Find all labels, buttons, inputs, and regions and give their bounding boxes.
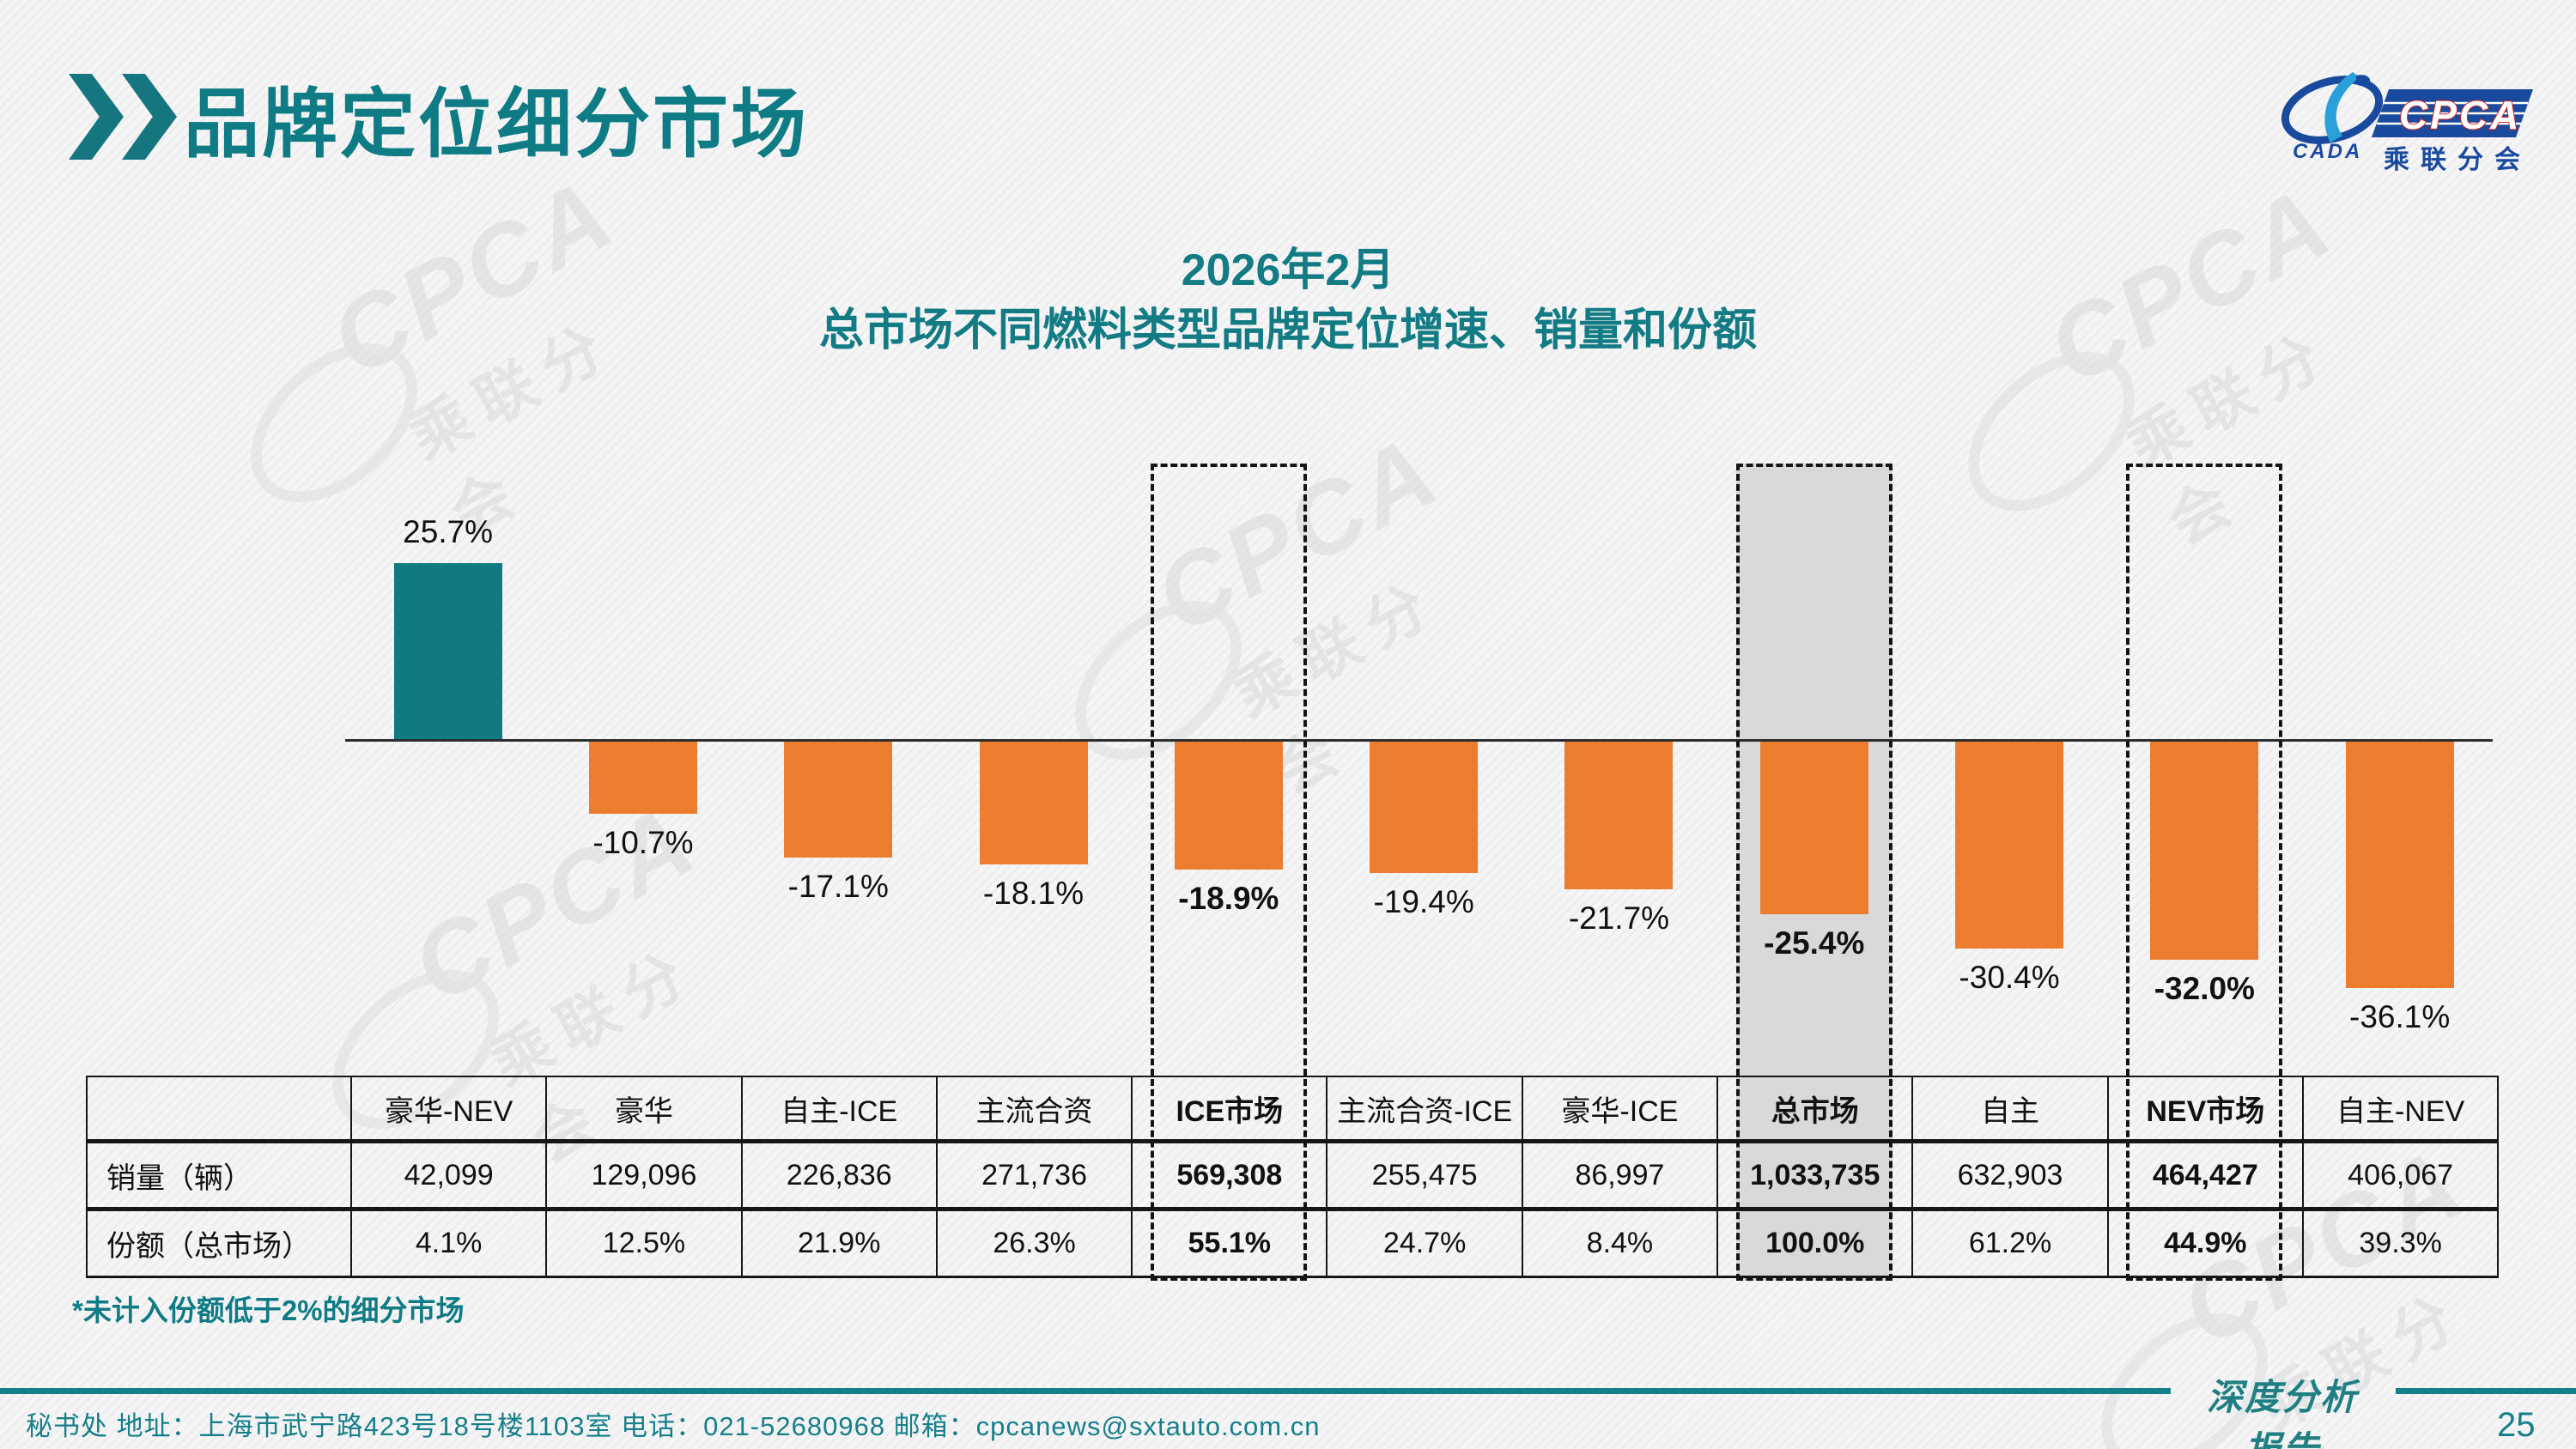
table-header-豪华-NEV: 豪华-NEV (349, 1076, 548, 1143)
table-cell-主流合资-r0: 271,736 (935, 1140, 1133, 1211)
footnote: *未计入份额低于2%的细分市场 (72, 1294, 465, 1326)
bar-value-label-总市场: -25.4% (1764, 925, 1865, 961)
cpca-logo-graphic: CADA CPCA 乘联分会 (2281, 72, 2533, 174)
logo-cn-text: 乘联分会 (2384, 146, 2531, 174)
table-header-主流合资-ICE: 主流合资-ICE (1326, 1076, 1523, 1143)
table-cell-主流合资-ICE-r1: 24.7% (1326, 1208, 1523, 1278)
chart-bar-自主-NEV (2345, 740, 2454, 988)
logo-cada-text: CADA (2293, 140, 2362, 163)
table-header-主流合资: 主流合资 (935, 1076, 1133, 1143)
chevron-right-icon (122, 74, 177, 160)
table-cell-总市场-r1: 100.0% (1716, 1208, 1914, 1278)
table-header-ICE市场: ICE市场 (1131, 1076, 1328, 1143)
bar-value-label-自主-ICE: -17.1% (787, 868, 889, 904)
x-axis-line (345, 739, 2493, 742)
bar-value-label-主流合资: -18.1% (982, 875, 1084, 911)
chart-bar-自主-ICE (784, 740, 893, 858)
table-header-豪华-ICE: 豪华-ICE (1521, 1076, 1719, 1143)
table-header-自主: 自主 (1911, 1076, 2109, 1143)
table-row-label: 销量（辆） (86, 1140, 352, 1211)
chart-bar-豪华-NEV (393, 563, 502, 740)
table-cell-ICE市场-r0: 569,308 (1131, 1140, 1328, 1211)
footer-contact-info: 秘书处 地址：上海市武宁路423号18号楼1103室 电话：021-526809… (26, 1411, 1321, 1441)
table-header-自主-NEV: 自主-NEV (2301, 1076, 2500, 1143)
chart-bar-豪华-ICE (1564, 740, 1674, 889)
watermark-cpca-text: CPCA (1137, 414, 1457, 656)
table-cell-NEV市场-r1: 44.9% (2106, 1208, 2304, 1278)
bar-value-label-自主: -30.4% (1959, 960, 2060, 996)
chart-bar-总市场 (1759, 740, 1868, 915)
cpca-logo: CADA CPCA 乘联分会 (2274, 67, 2540, 183)
table-header-NEV市场: NEV市场 (2106, 1076, 2304, 1143)
table-cell-自主-r0: 632,903 (1911, 1140, 2109, 1211)
table-cell-自主-ICE-r1: 21.9% (740, 1208, 938, 1278)
bar-value-label-豪华-ICE: -21.7% (1568, 900, 1670, 936)
bar-value-label-NEV市场: -32.0% (2154, 971, 2255, 1006)
chart-title-line1: 2026年2月 (1181, 246, 1395, 295)
table-header-总市场: 总市场 (1716, 1076, 1914, 1143)
logo-cpca-text: CPCA (2399, 93, 2521, 137)
bar-value-label-豪华-NEV: 25.7% (403, 514, 494, 550)
table-header-自主-ICE: 自主-ICE (740, 1076, 938, 1143)
table-cell-豪华-ICE-r0: 86,997 (1521, 1140, 1719, 1211)
chart-bar-自主 (1955, 740, 2064, 949)
table-row-label: 份额（总市场） (86, 1208, 352, 1278)
bar-value-label-自主-NEV: -36.1% (2349, 998, 2451, 1034)
chart-bar-主流合资-ICE (1370, 740, 1479, 874)
chart-bar-ICE市场 (1174, 740, 1283, 870)
table-cell-豪华-NEV-r0: 42,099 (349, 1140, 548, 1211)
report-name: 深度分析报告 (2206, 1379, 2358, 1449)
page-number: 25 (2497, 1406, 2536, 1444)
watermark-cpca-text: CPCA (394, 783, 714, 1025)
segment-data-table: 豪华-NEV 豪华 自主-ICE 主流合资 ICE市场 主流合资-ICE 豪华-ICE 总市场… (86, 1076, 2500, 1278)
bar-value-label-豪华: -10.7% (592, 824, 694, 860)
footer-divider-line (0, 1388, 2171, 1394)
table-row: 销量（辆） 42,099 129,096 226,836 271,736 569,308 2… (86, 1140, 2500, 1211)
table-cell-自主-NEV-r0: 406,067 (2301, 1140, 2500, 1211)
table-row: 份额（总市场） 4.1% 12.5% 21.9% 26.3% 55.1% 24.7% 8.4%… (86, 1208, 2500, 1278)
table-cell-豪华-r0: 129,096 (545, 1140, 743, 1211)
table-corner-cell (86, 1076, 352, 1143)
table-cell-自主-NEV-r1: 39.3% (2301, 1208, 2500, 1278)
chevron-right-icon (69, 74, 124, 160)
table-cell-豪华-NEV-r1: 4.1% (349, 1208, 548, 1278)
table-cell-豪华-ICE-r1: 8.4% (1521, 1208, 1719, 1278)
chart-bar-豪华 (588, 740, 697, 814)
footer-divider-line (2396, 1388, 2576, 1394)
table-cell-总市场-r0: 1,033,735 (1716, 1140, 1914, 1211)
table-cell-自主-ICE-r0: 226,836 (740, 1140, 938, 1211)
page-title: 品牌定位细分市场 (184, 82, 810, 167)
table-cell-自主-r1: 61.2% (1911, 1208, 2109, 1278)
table-header-豪华: 豪华 (545, 1076, 743, 1143)
bar-value-label-主流合资-ICE: -19.4% (1373, 884, 1474, 920)
table-cell-主流合资-r1: 26.3% (935, 1208, 1133, 1278)
table-cell-豪华-r1: 12.5% (545, 1208, 743, 1278)
chart-title-line2: 总市场不同燃料类型品牌定位增速、销量和份额 (818, 306, 1757, 355)
bar-value-label-ICE市场: -18.9% (1178, 881, 1279, 917)
chart-bar-NEV市场 (2150, 740, 2259, 960)
table-cell-NEV市场-r0: 464,427 (2106, 1140, 2304, 1211)
table-cell-主流合资-ICE-r0: 255,475 (1326, 1140, 1523, 1211)
table-cell-ICE市场-r1: 55.1% (1131, 1208, 1328, 1278)
chart-bar-主流合资 (979, 740, 1088, 864)
